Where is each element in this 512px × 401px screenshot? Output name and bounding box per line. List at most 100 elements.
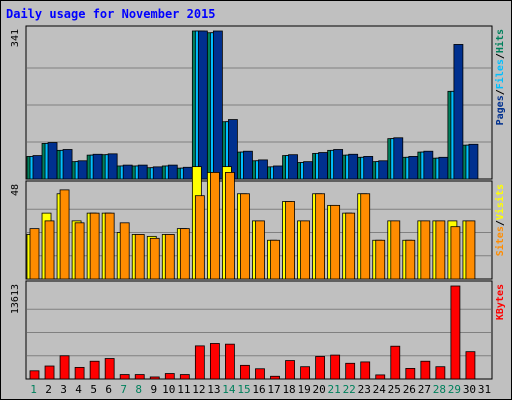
day-label-26: 26 (403, 383, 416, 396)
day-label-2: 2 (45, 383, 52, 396)
bar-visits-sites-day-20 (315, 193, 326, 280)
bar-kbytes-kbytes-day-13 (209, 343, 220, 380)
bar-visits-sites-day-21 (330, 204, 341, 280)
day-label-12: 12 (192, 383, 205, 396)
bar-hits-pages-day-12 (197, 30, 208, 180)
day-label-10: 10 (162, 383, 175, 396)
bar-visits-sites-day-23 (360, 193, 371, 280)
day-label-8: 8 (135, 383, 142, 396)
day-label-17: 17 (267, 383, 280, 396)
bar-kbytes-kbytes-day-27 (420, 360, 431, 380)
day-label-15: 15 (237, 383, 250, 396)
bar-kbytes-kbytes-day-1 (29, 370, 40, 380)
bar-visits-sites-day-2 (44, 220, 55, 280)
bar-hits-pages-day-26 (408, 156, 419, 180)
bar-visits-sites-day-22 (345, 212, 356, 280)
day-label-18: 18 (282, 383, 295, 396)
legend-entry: Sites (494, 226, 506, 256)
bar-hits-pages-day-30 (468, 143, 479, 180)
bar-kbytes-kbytes-day-11 (179, 374, 190, 380)
y-max-label-hits: 341 (10, 29, 21, 47)
bar-hits-pages-day-29 (453, 44, 464, 180)
bar-hits-pages-day-5 (92, 153, 103, 180)
bar-visits-sites-day-30 (465, 220, 476, 280)
day-label-20: 20 (313, 383, 326, 396)
day-label-11: 11 (177, 383, 190, 396)
bar-hits-pages-day-20 (318, 152, 329, 180)
bar-visits-sites-day-16 (255, 220, 265, 280)
day-label-3: 3 (60, 383, 67, 396)
day-label-6: 6 (105, 383, 112, 396)
day-label-25: 25 (388, 383, 401, 396)
bar-kbytes-kbytes-day-7 (119, 374, 130, 380)
bar-visits-sites-day-13 (209, 172, 220, 280)
legend-entry: Files (494, 59, 506, 89)
bar-visits-sites-day-12 (194, 195, 205, 280)
bar-hits-pages-day-10 (167, 164, 178, 180)
legend-kbytes: KBytes (495, 284, 506, 320)
bar-visits-sites-day-6 (104, 212, 115, 280)
bar-visits-sites-day-24 (375, 239, 386, 280)
legend-hits: Pages/Files/Hits (494, 29, 506, 125)
day-label-16: 16 (252, 383, 265, 396)
bar-visits-sites-day-28 (435, 220, 446, 280)
bar-hits-pages-day-1 (32, 155, 43, 180)
day-label-4: 4 (75, 383, 82, 396)
bar-visits-sites-day-17 (270, 239, 280, 280)
bar-hits-pages-day-13 (212, 30, 223, 180)
y-max-label-visits: 48 (10, 184, 21, 196)
chart-title: Daily usage for November 2015 (6, 7, 216, 21)
bar-kbytes-kbytes-day-30 (465, 351, 476, 380)
bar-visits-sites-day-8 (134, 234, 145, 280)
bar-kbytes-kbytes-day-8 (134, 374, 145, 380)
bar-kbytes-kbytes-day-3 (59, 355, 70, 380)
legend-entry: Pages (495, 95, 506, 125)
day-label-9: 9 (150, 383, 157, 396)
day-label-7: 7 (120, 383, 127, 396)
bar-visits-sites-day-5 (89, 212, 100, 280)
bar-kbytes-kbytes-day-2 (44, 365, 55, 380)
day-label-30: 30 (463, 383, 476, 396)
bar-hits-pages-day-4 (77, 160, 88, 180)
legend-entry: Hits (494, 29, 506, 53)
bar-hits-pages-day-27 (423, 150, 434, 180)
bar-kbytes-kbytes-day-20 (315, 356, 326, 380)
bar-kbytes-kbytes-day-14 (225, 343, 235, 380)
bar-kbytes-kbytes-day-23 (360, 361, 371, 380)
bar-visits-sites-day-7 (119, 222, 130, 280)
bar-kbytes-kbytes-day-25 (390, 345, 401, 380)
day-label-28: 28 (433, 383, 446, 396)
x-axis-day-labels: 1 2 3 4 5 6 7 8 9 10 11 12 13 14 15 16 17 18 19 20 21 22 23 24 2… (30, 383, 491, 396)
bar-hits-pages-day-19 (303, 161, 313, 180)
bar-kbytes-kbytes-day-22 (345, 362, 356, 380)
bar-kbytes-kbytes-day-6 (104, 358, 115, 380)
day-label-19: 19 (297, 383, 310, 396)
bar-hits-pages-day-22 (348, 153, 359, 180)
legend-separator: / (495, 89, 506, 95)
bar-visits-sites-day-29 (450, 226, 461, 280)
bar-visits-sites-day-26 (405, 239, 416, 280)
bar-visits-sites-day-27 (420, 220, 431, 280)
bar-kbytes-kbytes-day-15 (240, 364, 250, 380)
bar-visits-sites-day-3 (59, 189, 70, 280)
bar-visits-sites-day-10 (164, 234, 175, 280)
bar-visits-sites-day-19 (300, 220, 310, 280)
bar-hits-pages-day-9 (152, 166, 163, 180)
bar-kbytes-kbytes-day-16 (255, 368, 265, 380)
bar-kbytes-kbytes-day-9 (149, 376, 160, 380)
bar-visits-sites-day-25 (390, 220, 401, 280)
day-label-14: 14 (222, 383, 236, 396)
bar-kbytes-kbytes-day-21 (330, 354, 341, 380)
bar-hits-pages-day-17 (273, 165, 283, 180)
legend-visits: Sites/Visits (494, 184, 506, 256)
bar-hits-pages-day-3 (62, 149, 73, 180)
bar-hits-pages-day-7 (122, 164, 133, 180)
bar-visits-sites-day-14 (225, 172, 235, 280)
panel-visits: 48 Sites/Visits (10, 166, 506, 280)
bar-kbytes-kbytes-day-26 (405, 368, 416, 380)
bar-visits-sites-day-15 (240, 193, 250, 280)
bar-hits-pages-day-25 (393, 137, 404, 180)
legend-entry: Visits (494, 184, 506, 220)
